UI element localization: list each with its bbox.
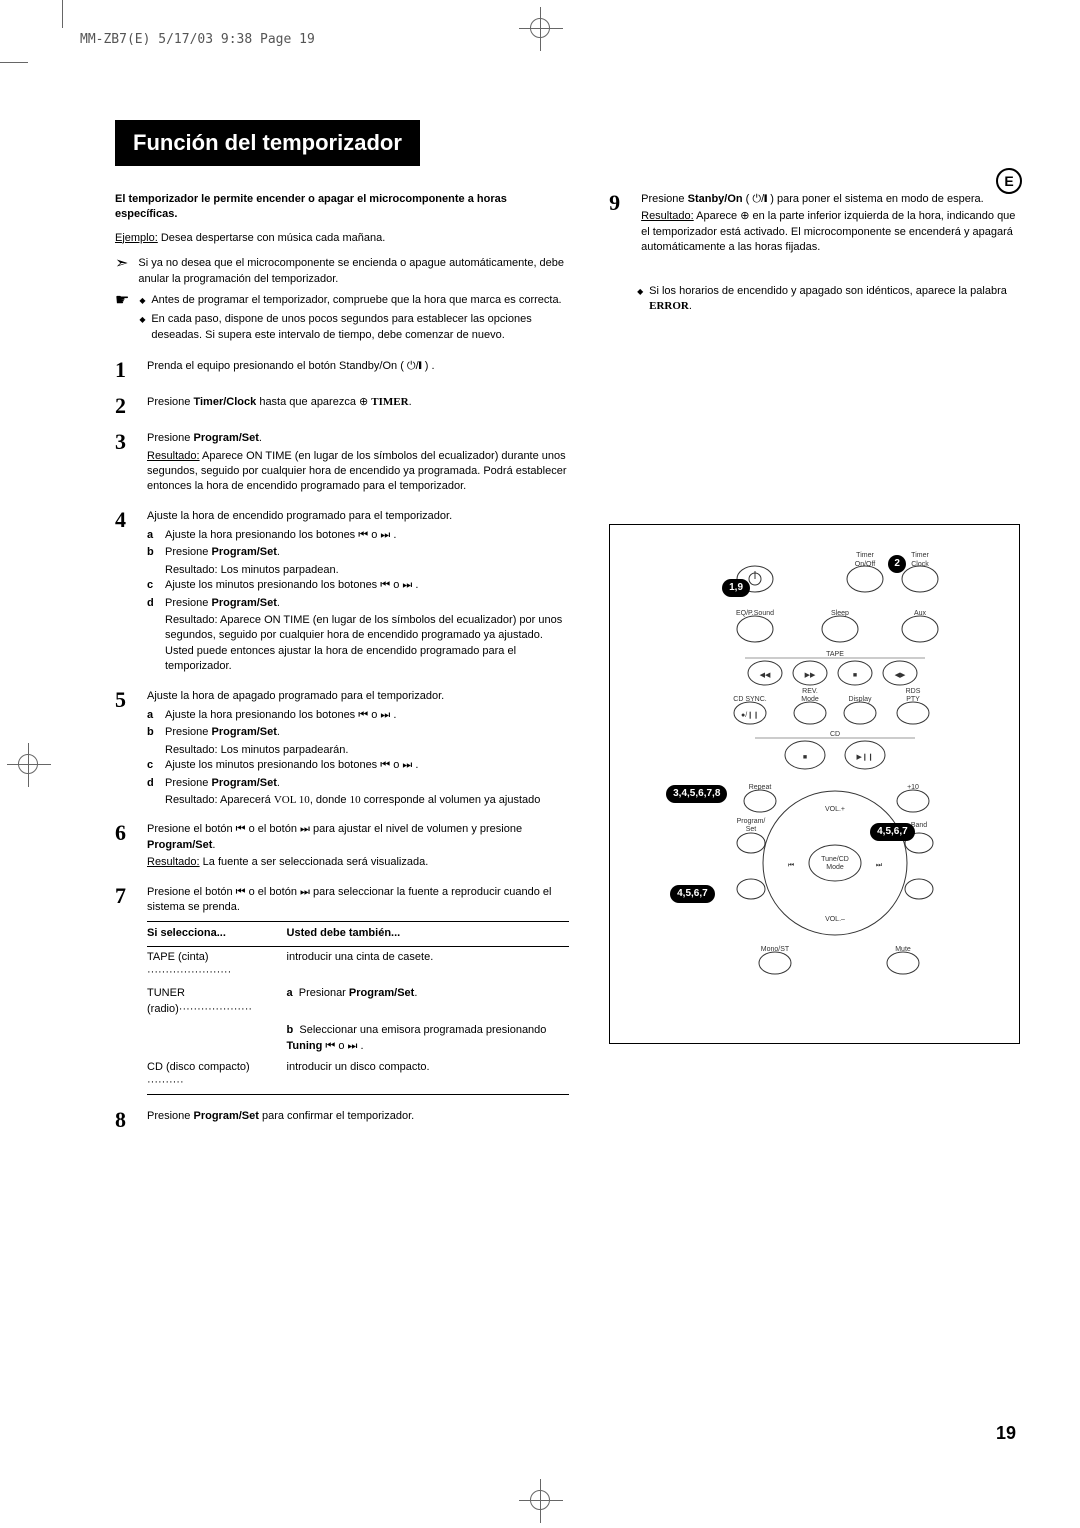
- note-cancel: ➣ Si ya no desea que el microcomponente …: [115, 256, 569, 287]
- step-6: 6 Presione el botón ⏮ o el botón ⏭ para …: [115, 822, 569, 870]
- svg-text:TAPE: TAPE: [826, 651, 844, 658]
- svg-text:Set: Set: [745, 826, 756, 833]
- page-content: Función del temporizador El temporizador…: [115, 120, 1020, 1468]
- svg-text:▶▶: ▶▶: [804, 672, 815, 679]
- remote-svg: Timer On/Off Timer Clock EQ/P.Sound Slee…: [655, 543, 975, 1023]
- left-column: El temporizador le permite encender o ap…: [115, 192, 569, 1145]
- svg-text:⏮: ⏮: [787, 862, 793, 869]
- svg-text:●/❙❙: ●/❙❙: [741, 711, 759, 719]
- callout-1-9: 1,9: [722, 579, 750, 597]
- step-3: 3 Presione Program/Set. Resultado: Apare…: [115, 431, 569, 495]
- svg-text:■: ■: [852, 672, 856, 679]
- arrow-icon: ➣: [115, 256, 128, 272]
- page-number: 19: [996, 1423, 1016, 1444]
- two-column-layout: El temporizador le permite encender o ap…: [115, 192, 1020, 1145]
- svg-text:REV.: REV.: [802, 688, 818, 695]
- step-7: 7 Presione el botón ⏮ o el botón ⏭ para …: [115, 885, 569, 1095]
- svg-text:RDS: RDS: [905, 688, 920, 695]
- svg-text:Mode: Mode: [826, 864, 844, 871]
- callout-3-8: 3,4,5,6,7,8: [666, 785, 727, 803]
- step-9: 9 Presione Stanby/On ( ⏻/❙ ) para poner …: [609, 192, 1020, 256]
- svg-text:Program/: Program/: [736, 818, 765, 825]
- manual-page: MM-ZB7(E) 5/17/03 9:38 Page 19 E Función…: [0, 0, 1080, 1528]
- file-header: MM-ZB7(E) 5/17/03 9:38 Page 19: [80, 32, 315, 47]
- svg-text:VOL.+: VOL.+: [825, 806, 845, 813]
- callout-4-7-right: 4,5,6,7: [870, 823, 915, 841]
- intro-text: El temporizador le permite encender o ap…: [115, 192, 569, 223]
- svg-text:VOL.–: VOL.–: [825, 916, 845, 923]
- step-5: 5 Ajuste la hora de apagado programado p…: [115, 689, 569, 809]
- svg-text:■: ■: [802, 754, 806, 761]
- source-table: Si selecciona...Usted debe también... TA…: [147, 921, 569, 1095]
- page-title: Función del temporizador: [115, 120, 420, 166]
- svg-text:▶❙❙: ▶❙❙: [856, 753, 873, 761]
- final-note: Si los horarios de encendido y apagado s…: [637, 284, 1020, 315]
- right-column: 9 Presione Stanby/On ( ⏻/❙ ) para poner …: [609, 192, 1020, 1145]
- svg-text:Tune/CD: Tune/CD: [821, 856, 849, 863]
- note-pointer: ☛ Antes de programar el temporizador, co…: [115, 293, 569, 347]
- svg-text:◀▶: ◀▶: [894, 672, 905, 679]
- svg-text:CD: CD: [830, 731, 840, 738]
- remote-diagram: Timer On/Off Timer Clock EQ/P.Sound Slee…: [609, 524, 1020, 1044]
- svg-text:Timer: Timer: [856, 552, 874, 559]
- hand-icon: ☛: [115, 293, 129, 309]
- svg-text:⏭: ⏭: [875, 862, 882, 869]
- svg-text:◀◀: ◀◀: [759, 672, 770, 679]
- step-8: 8 Presione Program/Set para confirmar el…: [115, 1109, 569, 1131]
- step-1: 1 Prenda el equipo presionando el botón …: [115, 359, 569, 381]
- step-2: 2 Presione Timer/Clock hasta que aparezc…: [115, 395, 569, 417]
- example-line: Ejemplo: Desea despertarse con música ca…: [115, 231, 569, 246]
- callout-4-7-left: 4,5,6,7: [670, 885, 715, 903]
- step-4: 4 Ajuste la hora de encendido programado…: [115, 509, 569, 675]
- svg-text:Timer: Timer: [911, 552, 929, 559]
